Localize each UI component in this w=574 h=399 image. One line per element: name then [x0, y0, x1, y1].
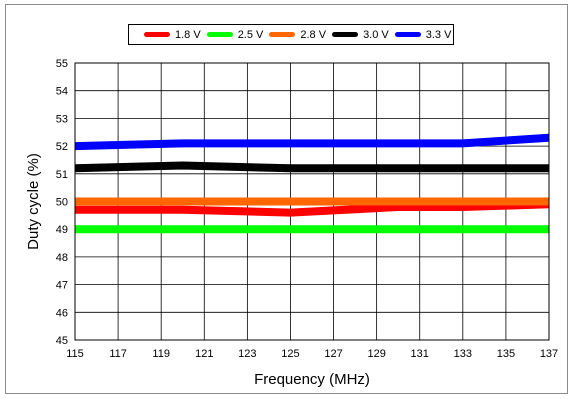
x-tick-label: 137	[540, 348, 558, 360]
legend-swatch	[269, 32, 296, 37]
legend-swatch	[332, 32, 359, 37]
x-tick-label: 117	[109, 348, 127, 360]
y-tick-label: 47	[56, 280, 68, 292]
series-lines	[74, 133, 550, 234]
legend-swatch	[144, 32, 170, 37]
legend-label: 3.3 V	[425, 28, 452, 41]
legend-item-3-0v: 3.0 V	[332, 29, 389, 41]
y-axis-title: Duty cycle (%)	[25, 153, 42, 250]
x-tick-label: 125	[281, 348, 299, 360]
series-line-3-0-v	[74, 161, 549, 173]
legend-label: 2.5 V	[237, 28, 264, 41]
y-tick-label: 53	[56, 113, 68, 125]
x-tick-label: 129	[367, 348, 385, 360]
x-tick-label: 115	[66, 348, 84, 360]
plot-area-border	[74, 62, 550, 341]
legend-item-3-3v: 3.3 V	[394, 28, 452, 41]
legend-swatch	[394, 32, 421, 37]
series-line-3-3-v	[74, 133, 550, 151]
x-axis-title: Frequency (MHz)	[254, 371, 370, 388]
legend-label: 1.8 V	[175, 28, 201, 41]
legend-item-1-8v: 1.8 V	[144, 29, 201, 41]
x-tick-labels: 115 117 119 121 123 125 127 129 131 133 135 137	[66, 348, 558, 360]
legend-label: 3.0 V	[363, 28, 389, 41]
legend-item-2-8v: 2.8 V	[269, 29, 326, 41]
y-tick-label: 51	[56, 169, 68, 181]
y-tick-label: 50	[56, 197, 68, 209]
y-tick-label: 54	[56, 86, 68, 98]
y-tick-label: 48	[56, 252, 68, 264]
legend-item-2-5v: 2.5 V	[206, 28, 264, 41]
chart-legend: 1.8 V 2.5 V 2.8 V 3.0 V 3.3 V	[128, 24, 454, 45]
y-tick-label: 46	[56, 307, 68, 319]
x-tick-label: 133	[454, 348, 472, 360]
x-tick-label: 121	[195, 348, 213, 360]
x-tick-label: 131	[411, 348, 429, 360]
y-tick-label: 49	[56, 224, 68, 236]
x-tick-label: 123	[238, 348, 256, 360]
y-tick-label: 45	[56, 335, 68, 347]
x-tick-label: 119	[152, 348, 170, 360]
y-tick-label: 52	[56, 141, 68, 153]
y-tick-label: 55	[56, 58, 68, 70]
legend-label: 2.8 V	[300, 28, 327, 41]
y-tick-labels: 45 46 47 48 49 50 51 52 53 54 55	[56, 58, 68, 347]
legend-swatch	[206, 32, 233, 37]
x-tick-label: 135	[497, 348, 515, 360]
series-line-1-8-v	[75, 200, 550, 217]
x-tick-label: 127	[324, 348, 342, 360]
